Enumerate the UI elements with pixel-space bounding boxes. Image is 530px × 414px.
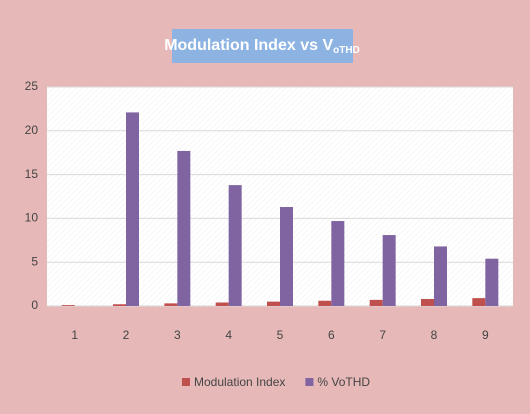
x-tick-label: 8 <box>431 328 438 342</box>
x-tick-label: 7 <box>379 328 386 342</box>
x-tick-label: 9 <box>482 328 489 342</box>
bar <box>280 207 293 306</box>
x-tick-label: 1 <box>71 328 78 342</box>
bar <box>434 246 447 306</box>
bar <box>331 221 345 306</box>
bar <box>215 302 229 306</box>
bar <box>485 258 499 306</box>
legend-label: % VoTHD <box>317 375 370 389</box>
bar <box>472 298 486 306</box>
bar <box>267 301 280 306</box>
title-subscript: oTHD <box>333 45 360 56</box>
y-tick-label: 20 <box>25 123 39 137</box>
y-tick-label: 0 <box>31 298 38 312</box>
bar <box>318 300 332 306</box>
x-tick-label: 5 <box>277 328 284 342</box>
legend-label: Modulation Index <box>194 375 285 389</box>
x-tick-label: 6 <box>328 328 335 342</box>
bar <box>164 303 178 306</box>
legend-swatch <box>305 378 314 386</box>
bar <box>228 185 242 306</box>
y-tick-label: 25 <box>25 79 39 93</box>
y-tick-label: 10 <box>25 211 39 225</box>
bar <box>61 305 75 306</box>
bar <box>126 112 139 307</box>
y-tick-label: 15 <box>25 167 39 181</box>
bar <box>177 150 191 306</box>
bar <box>382 235 396 306</box>
title-main: Modulation Index vs V <box>164 37 333 54</box>
bar <box>113 304 126 306</box>
legend-swatch <box>182 378 190 386</box>
title-box <box>172 29 353 63</box>
x-tick-label: 4 <box>225 328 232 342</box>
bar <box>421 298 434 306</box>
x-tick-label: 2 <box>123 328 130 342</box>
chart-title: Modulation Index vs VoTHD <box>164 37 360 55</box>
x-tick-label: 3 <box>174 328 181 342</box>
bar <box>369 299 383 306</box>
y-tick-label: 5 <box>31 254 38 268</box>
